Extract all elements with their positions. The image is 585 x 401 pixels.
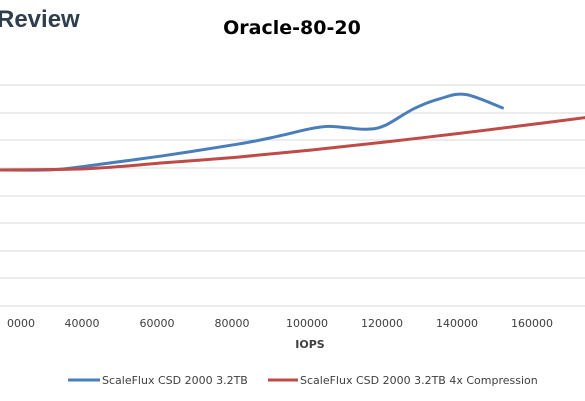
- x-tick-label: 0000: [7, 317, 35, 330]
- chart-legend: ScaleFlux CSD 2000 3.2TB ScaleFlux CSD 2…: [68, 374, 538, 387]
- grid-layer: [0, 84, 585, 307]
- x-tick-label: 80000: [215, 317, 250, 330]
- chart-title: Oracle-80-20: [223, 17, 361, 39]
- x-tick-label: 40000: [65, 317, 100, 330]
- legend-label-series-1: ScaleFlux CSD 2000 3.2TB: [102, 374, 248, 387]
- x-tick-label: 140000: [436, 317, 478, 330]
- x-tick-label: 120000: [361, 317, 403, 330]
- series-layer: [0, 92, 585, 172]
- series-line-1: [0, 92, 504, 172]
- x-tick-label: 100000: [286, 317, 328, 330]
- series-line-2: [0, 116, 585, 172]
- x-tick-label: 160000: [511, 317, 553, 330]
- legend-label-series-2: ScaleFlux CSD 2000 3.2TB 4x Compression: [300, 374, 538, 387]
- tick-layer: 0000 40000 60000 80000 100000 120000 140000 160…: [7, 317, 553, 330]
- brand-logo-text: Review: [0, 6, 80, 33]
- x-tick-label: 60000: [140, 317, 175, 330]
- x-axis-label: IOPS: [295, 338, 325, 351]
